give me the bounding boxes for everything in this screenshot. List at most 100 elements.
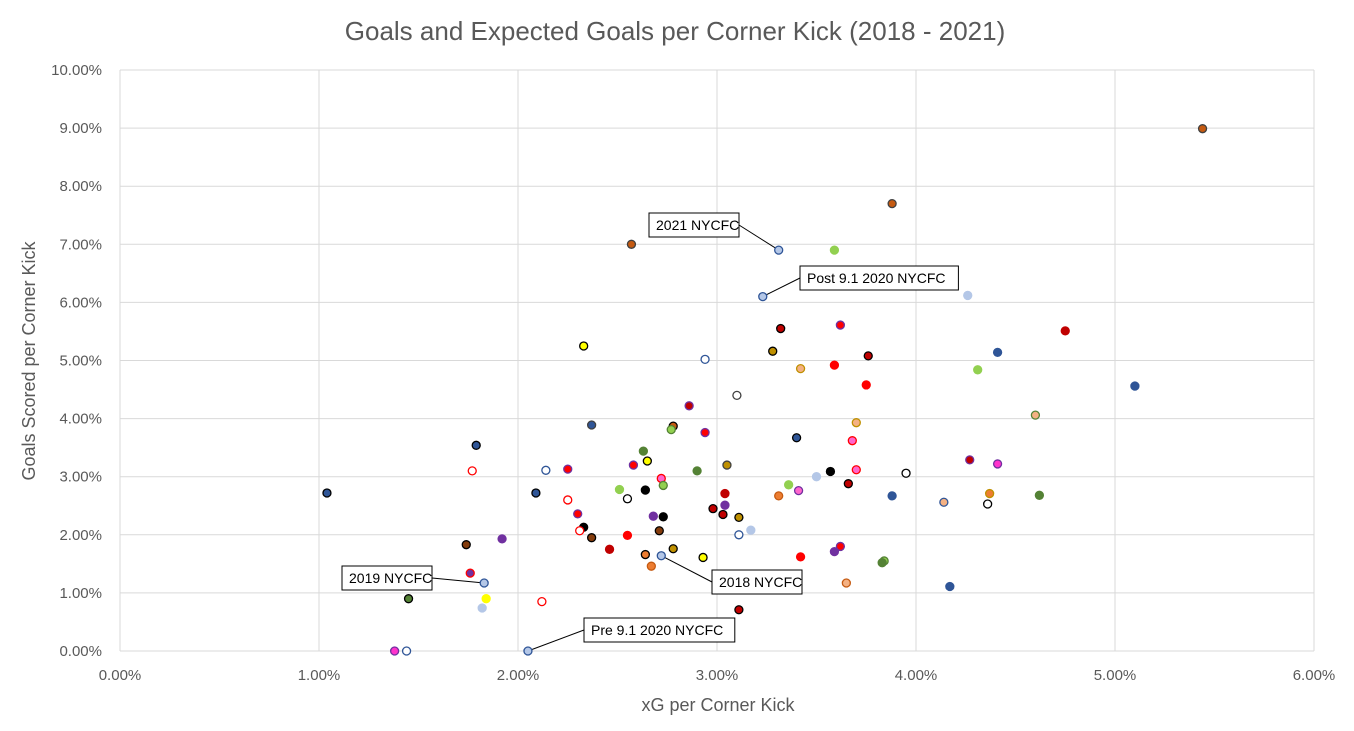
data-point: [654, 526, 664, 536]
data-point: [586, 533, 597, 543]
data-point: [579, 341, 589, 351]
data-point: [692, 466, 702, 476]
data-point: [829, 546, 840, 557]
x-axis-ticks: 0.00% 1.00% 2.00% 3.00% 4.00% 5.00% 6.00%: [99, 667, 1336, 684]
data-point: [700, 427, 710, 438]
data-point: [658, 512, 668, 522]
data-point: [945, 581, 955, 592]
data-point: [992, 347, 1003, 358]
callout-box: [583, 617, 736, 643]
data-point: [1034, 490, 1045, 500]
data-point: [628, 460, 639, 470]
data-point: [863, 351, 873, 361]
data-point: [887, 198, 897, 209]
y-tick-label: 5.00%: [59, 353, 102, 370]
data-point: [783, 480, 794, 490]
data-point: [1060, 326, 1070, 336]
data-point-nycfc: [758, 291, 768, 302]
data-point: [666, 424, 676, 435]
callout-leaders: [431, 224, 801, 652]
data-point-nycfc: [656, 551, 666, 561]
chart-title: Goals and Expected Goals per Corner Kick…: [345, 16, 1005, 46]
data-point: [722, 460, 732, 470]
data-point: [477, 603, 487, 613]
data-point: [825, 466, 836, 477]
data-point: [575, 526, 585, 536]
data-point: [684, 401, 694, 411]
data-point: [877, 558, 887, 568]
data-point: [841, 578, 851, 588]
data-point: [965, 455, 975, 465]
callout-label: Pre 9.1 2020 NYCFC: [591, 622, 723, 638]
callout-label: 2021 NYCFC: [656, 217, 739, 233]
data-point: [658, 480, 668, 491]
data-point-nycfc: [774, 245, 784, 255]
data-point: [851, 465, 861, 475]
callout-label: 2019 NYCFC: [349, 570, 432, 586]
gridlines: [119, 69, 1315, 652]
data-point: [963, 290, 973, 301]
data-point: [461, 540, 471, 550]
x-tick-label: 6.00%: [1293, 667, 1336, 684]
data-point: [563, 464, 573, 474]
x-tick-label: 0.00%: [99, 667, 142, 684]
data-point: [648, 511, 658, 521]
y-tick-label: 2.00%: [59, 527, 102, 544]
y-tick-label: 6.00%: [59, 294, 102, 311]
callout-box: [711, 569, 803, 595]
data-point: [638, 446, 649, 456]
data-point: [531, 488, 541, 498]
data-point: [401, 646, 412, 656]
data-point: [708, 504, 718, 514]
data-point: [465, 568, 475, 578]
data-point: [829, 245, 840, 255]
callout-leader-line: [527, 629, 585, 652]
x-tick-label: 5.00%: [1094, 667, 1137, 684]
data-point: [720, 488, 730, 499]
y-tick-label: 4.00%: [59, 411, 102, 428]
data-point: [481, 594, 491, 604]
x-tick-label: 2.00%: [497, 667, 540, 684]
y-tick-label: 0.00%: [59, 643, 102, 660]
data-point: [471, 440, 481, 450]
y-tick-label: 8.00%: [59, 178, 102, 195]
data-point: [537, 596, 547, 607]
data-point: [614, 484, 625, 495]
callout-label: 2018 NYCFC: [719, 574, 802, 590]
y-tick-label: 1.00%: [59, 585, 102, 602]
data-point: [939, 497, 949, 507]
y-tick-label: 3.00%: [59, 469, 102, 486]
data-point: [734, 512, 744, 523]
callout-leader-line: [738, 224, 779, 251]
y-axis-label: Goals Scored per Corner Kick: [19, 240, 39, 480]
data-point: [793, 485, 804, 496]
data-point: [1030, 410, 1041, 420]
x-tick-label: 4.00%: [895, 667, 938, 684]
data-point: [992, 459, 1003, 469]
data-point: [835, 541, 846, 552]
data-point: [776, 323, 786, 334]
data-point: [322, 488, 332, 498]
data-point: [497, 534, 507, 544]
data-point: [829, 360, 840, 370]
callout-leader-line: [762, 277, 801, 298]
data-point: [720, 500, 730, 510]
data-point: [640, 485, 651, 495]
data-point: [811, 472, 822, 482]
data-point: [563, 495, 573, 505]
callout-box: [341, 565, 433, 591]
data-point: [791, 433, 802, 443]
data-point: [795, 363, 806, 374]
data-point: [887, 491, 897, 501]
data-point: [774, 491, 784, 501]
data-point: [984, 488, 995, 499]
data-point: [835, 320, 846, 330]
data-point: [622, 530, 633, 541]
callout-box: [799, 265, 959, 291]
data-point: [901, 468, 911, 478]
callout-leader-line: [661, 555, 713, 583]
data-point: [843, 479, 853, 489]
x-axis-label: xG per Corner Kick: [641, 695, 795, 715]
